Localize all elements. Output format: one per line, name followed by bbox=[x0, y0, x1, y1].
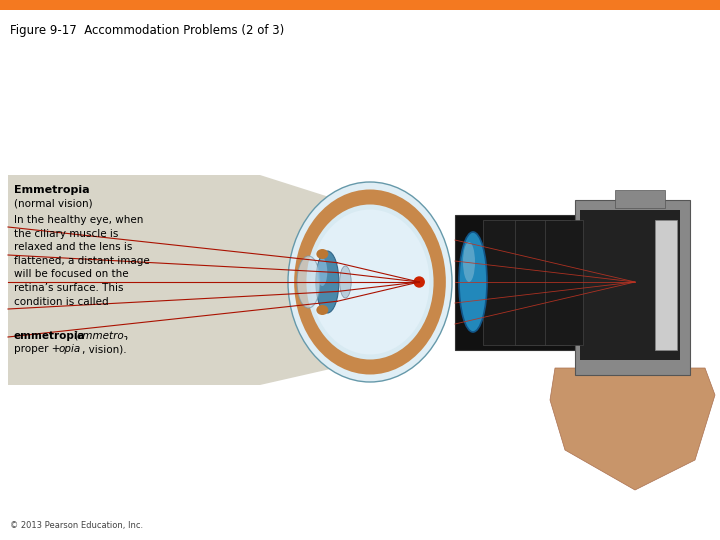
Ellipse shape bbox=[463, 242, 475, 282]
Polygon shape bbox=[8, 175, 370, 385]
Text: emmetro-: emmetro- bbox=[77, 331, 128, 341]
Ellipse shape bbox=[340, 266, 351, 298]
Bar bbox=[515, 220, 570, 345]
Text: emmetropia: emmetropia bbox=[14, 331, 86, 341]
Ellipse shape bbox=[307, 205, 433, 360]
Bar bbox=[575, 200, 690, 375]
Bar bbox=[455, 215, 575, 350]
Text: , vision).: , vision). bbox=[82, 344, 127, 354]
Text: Figure 9-17  Accommodation Problems (2 of 3): Figure 9-17 Accommodation Problems (2 of… bbox=[10, 24, 284, 37]
Bar bbox=[545, 220, 583, 345]
Ellipse shape bbox=[318, 258, 328, 286]
Ellipse shape bbox=[316, 251, 339, 313]
Text: Emmetropia: Emmetropia bbox=[14, 185, 89, 195]
Text: (: ( bbox=[71, 331, 78, 341]
Bar bbox=[655, 220, 677, 350]
Ellipse shape bbox=[288, 182, 452, 382]
Ellipse shape bbox=[316, 305, 328, 315]
Text: opia: opia bbox=[59, 344, 81, 354]
Bar bbox=[483, 220, 563, 345]
Bar bbox=[615, 190, 665, 208]
Text: © 2013 Pearson Education, Inc.: © 2013 Pearson Education, Inc. bbox=[10, 521, 143, 530]
Circle shape bbox=[414, 277, 424, 287]
Ellipse shape bbox=[310, 210, 429, 354]
Ellipse shape bbox=[297, 256, 320, 308]
Ellipse shape bbox=[459, 232, 487, 332]
Text: In the healthy eye, when
the ciliary muscle is
relaxed and the lens is
flattened: In the healthy eye, when the ciliary mus… bbox=[14, 215, 150, 307]
Text: ,: , bbox=[124, 331, 127, 341]
Bar bbox=[0, 0, 720, 10]
Ellipse shape bbox=[316, 249, 328, 259]
Bar bbox=[580, 210, 680, 360]
Text: (normal vision): (normal vision) bbox=[14, 199, 93, 209]
Ellipse shape bbox=[294, 190, 446, 375]
Text: proper +: proper + bbox=[14, 344, 63, 354]
Polygon shape bbox=[550, 368, 715, 490]
